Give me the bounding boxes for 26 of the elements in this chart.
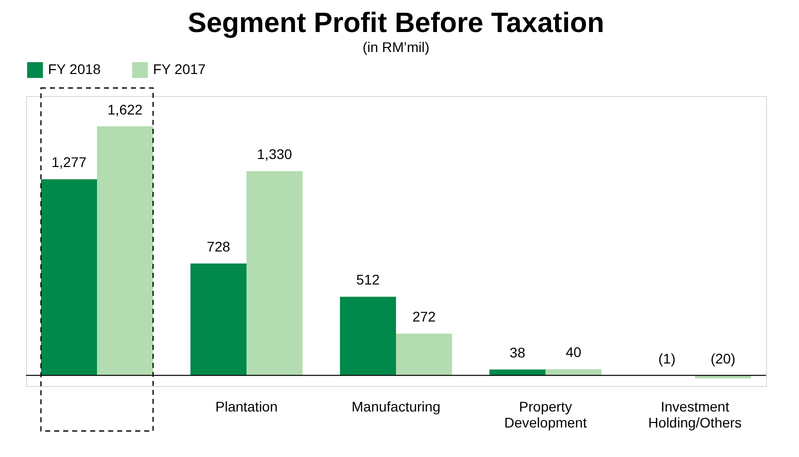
data-label: 1,622	[108, 101, 143, 118]
chart-subtitle: (in RM’mil)	[362, 39, 430, 55]
data-label: 1,277	[51, 154, 87, 170]
x-tick-label: Plantation	[215, 398, 278, 414]
data-label: 512	[356, 272, 380, 288]
x-tick-label: Property Development	[504, 398, 587, 430]
bar	[489, 370, 546, 376]
data-label: (1)	[658, 350, 676, 366]
x-tick-label: Manufacturing	[352, 398, 440, 414]
bar	[396, 334, 452, 376]
legend-label: FY 2017	[153, 61, 206, 78]
bar	[340, 296, 396, 376]
data-label: 38	[510, 344, 526, 361]
bar	[545, 369, 602, 376]
data-label: (20)	[710, 350, 736, 366]
bar	[40, 179, 98, 376]
bar	[246, 171, 303, 376]
bar	[97, 126, 154, 376]
legend-label: FY 2018	[48, 61, 101, 78]
bar	[190, 264, 247, 376]
data-label: 728	[206, 238, 230, 255]
chart-title: Segment Profit Before Taxation	[188, 7, 604, 38]
data-label: 272	[412, 308, 436, 325]
x-tick-label: Investment Holding/Others	[648, 398, 742, 430]
data-label: 1,330	[257, 146, 292, 162]
data-label: 40	[566, 344, 582, 360]
